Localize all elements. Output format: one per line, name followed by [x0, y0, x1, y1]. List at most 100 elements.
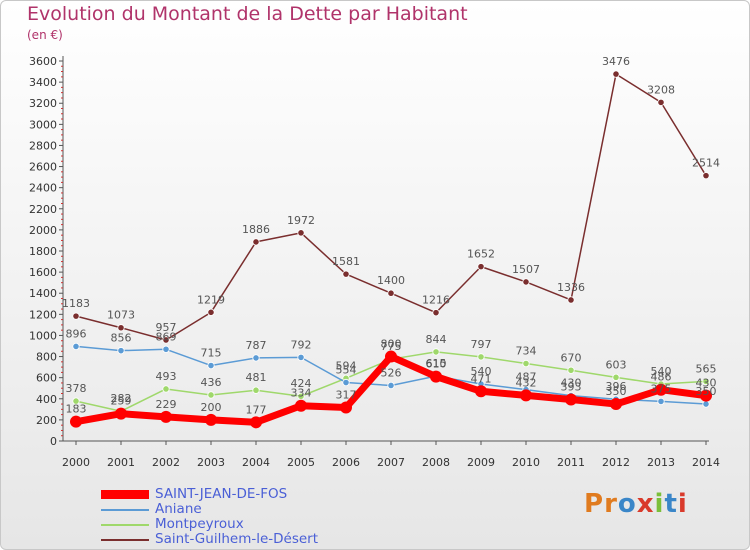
data-label: 565: [696, 362, 717, 375]
data-point: [432, 348, 440, 356]
data-point: [475, 385, 487, 398]
x-tick-label: 2013: [647, 456, 675, 469]
data-label: 1652: [467, 248, 495, 261]
data-label: 1183: [62, 297, 90, 310]
data-label: 526: [381, 366, 402, 379]
x-tick-label: 2003: [197, 456, 225, 469]
data-point: [160, 410, 172, 423]
data-point: [430, 370, 442, 383]
legend-swatch: [101, 490, 149, 499]
data-point: [387, 381, 395, 390]
data-label: 1216: [422, 294, 450, 307]
data-point: [342, 270, 350, 278]
x-tick-label: 2004: [242, 456, 270, 469]
data-label: 1336: [557, 281, 585, 294]
legend-item: SAINT-JEAN-DE-FOS: [101, 487, 318, 502]
legend-label: Montpeyroux: [155, 516, 244, 532]
data-point: [522, 359, 530, 368]
data-label: 787: [246, 339, 267, 352]
data-label: 957: [156, 321, 177, 334]
data-label: 317: [336, 389, 357, 402]
data-point: [565, 393, 577, 406]
data-label: 486: [651, 371, 672, 384]
y-tick-label: 3600: [29, 55, 57, 68]
data-label: 1886: [242, 223, 270, 236]
data-point: [520, 389, 532, 402]
data-label: 856: [111, 332, 132, 345]
y-tick-label: 400: [36, 393, 57, 406]
data-label: 792: [291, 338, 312, 351]
x-tick-label: 2014: [692, 456, 720, 469]
x-tick-label: 2002: [152, 456, 180, 469]
data-point: [655, 383, 667, 396]
data-point: [72, 342, 80, 351]
data-point: [297, 392, 305, 400]
x-tick-label: 2000: [62, 456, 90, 469]
data-label: 603: [606, 358, 627, 371]
data-point: [162, 336, 170, 344]
x-tick-label: 2009: [467, 456, 495, 469]
data-label: 554: [336, 364, 357, 377]
y-tick-label: 1000: [29, 329, 57, 342]
data-label: 896: [66, 327, 87, 340]
data-point: [207, 308, 215, 316]
data-label: 615: [426, 357, 447, 370]
y-tick-label: 1800: [29, 245, 57, 258]
y-tick-label: 200: [36, 414, 57, 427]
data-label: 183: [66, 403, 87, 416]
data-label: 493: [156, 370, 177, 383]
data-label: 3476: [602, 55, 630, 68]
chart-unit: (en €): [27, 28, 63, 42]
data-label: 715: [201, 347, 222, 360]
legend: SAINT-JEAN-DE-FOS Aniane Montpeyroux Saint-…: [101, 487, 318, 547]
data-label: 594: [336, 359, 357, 372]
data-point: [612, 70, 620, 78]
data-point: [387, 289, 395, 297]
data-label: 424: [291, 377, 312, 390]
series-line-3: [75, 73, 707, 341]
data-point: [70, 415, 82, 428]
y-tick-label: 3400: [29, 76, 57, 89]
y-tick-label: 2400: [29, 182, 57, 195]
data-label: 800: [381, 338, 402, 351]
data-label: 396: [606, 380, 627, 393]
data-label: 393: [561, 381, 582, 394]
data-label: 670: [561, 351, 582, 364]
data-label: 869: [156, 330, 177, 343]
y-tick-label: 2000: [29, 224, 57, 237]
legend-item: Aniane: [101, 502, 318, 517]
data-point: [702, 172, 710, 180]
y-tick-label: 3200: [29, 97, 57, 110]
data-label: 775: [381, 340, 402, 353]
x-tick-label: 2005: [287, 456, 315, 469]
data-label: 540: [471, 365, 492, 378]
data-point: [295, 399, 307, 412]
legend-swatch: [101, 538, 149, 541]
data-label: 378: [66, 382, 87, 395]
data-label: 432: [516, 376, 537, 389]
data-point: [72, 397, 80, 405]
data-label: 1581: [332, 255, 360, 268]
data-point: [115, 407, 127, 420]
legend-label: SAINT-JEAN-DE-FOS: [155, 486, 288, 502]
data-label: 436: [201, 376, 222, 389]
data-point: [252, 354, 260, 362]
data-point: [250, 416, 262, 429]
legend-item: Montpeyroux: [101, 517, 318, 532]
proxiti-logo: Proxiti: [584, 489, 688, 519]
data-label: 1219: [197, 293, 225, 306]
data-label: 350: [606, 385, 627, 398]
data-point: [252, 386, 260, 394]
data-label: 200: [201, 401, 222, 414]
data-label: 430: [561, 377, 582, 390]
data-label: 797: [471, 338, 492, 351]
data-point: [477, 353, 485, 361]
data-point: [342, 378, 350, 387]
data-point: [297, 229, 305, 237]
data-point: [117, 347, 125, 355]
x-tick-label: 2012: [602, 456, 630, 469]
data-label: 610: [426, 358, 447, 371]
data-point: [432, 309, 440, 317]
data-point: [207, 361, 215, 370]
data-label: 177: [246, 403, 267, 416]
